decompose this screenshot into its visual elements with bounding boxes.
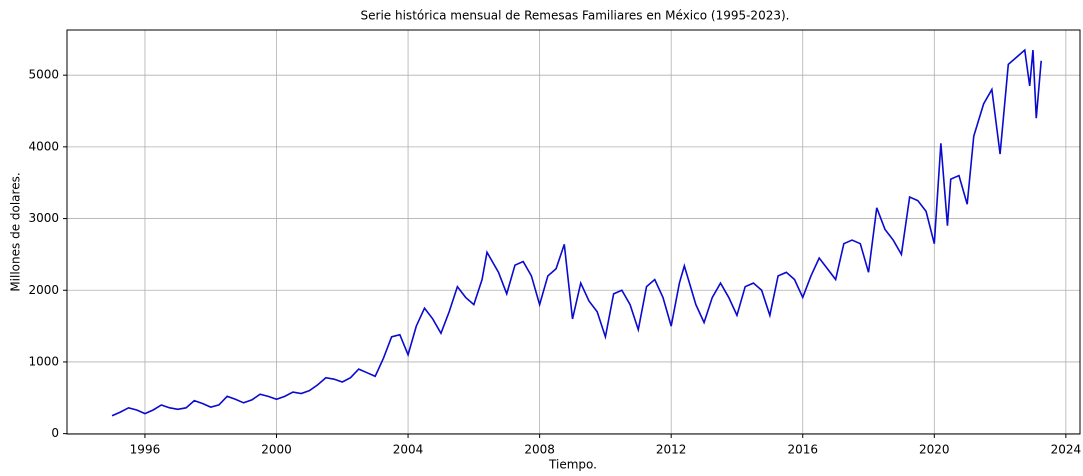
- x-tick-label: 2008: [524, 443, 555, 457]
- y-tick-label: 3000: [28, 211, 59, 225]
- y-tick-label: 4000: [28, 139, 59, 153]
- x-tick-label: 2024: [1051, 443, 1082, 457]
- y-tick-label: 5000: [28, 68, 59, 82]
- x-tick-label: 2000: [261, 443, 292, 457]
- y-tick-label: 0: [51, 426, 59, 440]
- x-tick-label: 2020: [919, 443, 950, 457]
- x-tick-label: 2016: [787, 443, 818, 457]
- line: [111, 48, 1042, 417]
- plot-frame: [66, 29, 1081, 435]
- x-tick-label: 2012: [656, 443, 687, 457]
- x-axis-label: Tiempo.: [548, 458, 597, 472]
- x-tick-label: 1996: [130, 443, 161, 457]
- x-tick-label: 2004: [393, 443, 424, 457]
- y-tick-label: 2000: [28, 283, 59, 297]
- y-axis-label: Millones de dolares.: [9, 172, 23, 291]
- chart-title: Serie histórica mensual de Remesas Famil…: [361, 9, 790, 23]
- y-tick-label: 1000: [28, 354, 59, 368]
